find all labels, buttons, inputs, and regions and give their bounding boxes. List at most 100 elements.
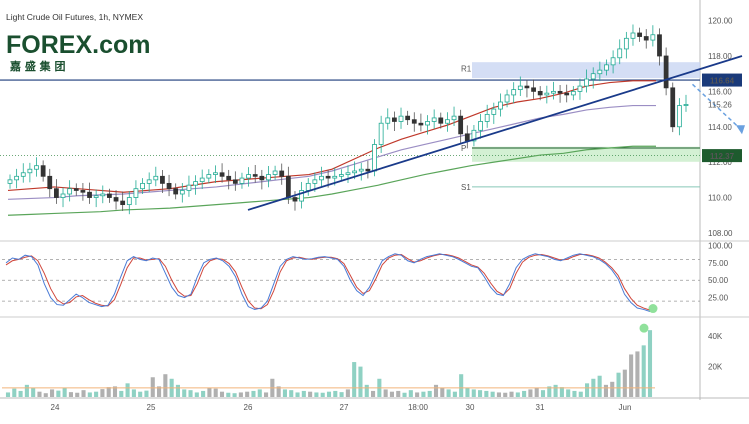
time-tick-label: Jun — [619, 403, 632, 412]
candle-body — [411, 119, 417, 124]
candle-body — [537, 90, 543, 96]
volume-bar — [87, 392, 92, 397]
volume-bar — [629, 354, 634, 397]
candle-body — [319, 175, 324, 181]
candle-body — [47, 175, 53, 190]
volume-bar — [528, 389, 533, 397]
candle-body — [630, 32, 636, 39]
volume-bar — [345, 389, 350, 397]
candle-body — [392, 117, 397, 122]
volume-bar — [339, 392, 344, 397]
volume-bar — [402, 392, 407, 397]
candle-body — [40, 165, 46, 177]
candle-body — [332, 175, 338, 179]
candle-body — [133, 188, 139, 198]
candle-body — [173, 188, 179, 195]
candle-body — [398, 115, 404, 122]
volume-bar — [559, 387, 564, 397]
stochastic-layer — [5, 253, 658, 314]
candle-body — [670, 87, 676, 128]
volume-bar — [308, 391, 313, 397]
candle-body — [372, 144, 377, 172]
volume-bar — [106, 387, 111, 397]
candle-body — [292, 197, 298, 202]
volume-bar — [471, 389, 476, 397]
candle-body — [498, 101, 503, 110]
volume-bar — [358, 366, 363, 397]
price-tick-label: 116.00 — [708, 87, 732, 96]
volume-bar — [182, 389, 187, 397]
candle-body — [126, 197, 132, 206]
candle-body — [491, 108, 497, 115]
volume-bar — [5, 392, 11, 397]
volume-bar — [326, 391, 332, 397]
candle-body — [206, 174, 212, 179]
candle-body — [597, 69, 603, 75]
support-badge-bg — [702, 149, 742, 163]
candle-body — [557, 90, 563, 94]
volume-bar — [515, 392, 520, 397]
candle-body — [146, 179, 152, 184]
candle-body — [93, 195, 99, 198]
forex-logo: FOREX.com 嘉 盛 集 团 — [6, 31, 150, 73]
candles-layer — [7, 24, 689, 215]
stoch-d-line — [5, 253, 651, 311]
volume-bar — [597, 375, 602, 397]
volume-bar — [289, 390, 294, 397]
volume-bar — [534, 387, 539, 397]
volume-bar — [503, 392, 508, 397]
candle-body — [358, 168, 364, 172]
candle-body — [544, 92, 550, 96]
candle-body — [365, 168, 371, 172]
candle-body — [299, 190, 304, 202]
resistance-badge: 116.64 — [710, 77, 735, 86]
candle-body — [14, 175, 20, 181]
volume-bar — [440, 387, 445, 397]
volume-bar — [144, 390, 149, 397]
candle-body — [431, 117, 437, 122]
candle-body — [478, 121, 483, 131]
candle-body — [610, 57, 616, 66]
candle-body — [7, 179, 13, 184]
candle-body — [445, 119, 450, 124]
volume-bar — [150, 377, 155, 397]
volume-bar — [415, 392, 420, 397]
volume-bar — [314, 392, 319, 397]
stoch-oversold-marker — [648, 304, 658, 314]
candle-body — [438, 117, 444, 124]
price-tick-label: 118.00 — [708, 52, 732, 61]
volume-bar — [276, 386, 281, 397]
candle-body — [232, 179, 238, 184]
candle-body — [623, 37, 629, 50]
candle-body — [252, 174, 258, 177]
volume-bar — [320, 392, 325, 397]
volume-bar — [138, 391, 143, 397]
candle-body — [305, 182, 311, 191]
volume-bar — [213, 388, 218, 397]
candle-body — [352, 170, 358, 174]
price-badges-layer: 116.64 112.37 115.26 — [702, 73, 742, 163]
ma-green-line — [7, 145, 656, 216]
candle-body — [27, 168, 33, 174]
volume-bar — [553, 384, 558, 397]
candle-body — [511, 89, 517, 96]
volume-bar — [371, 390, 376, 397]
candle-body — [179, 190, 185, 195]
volume-bar — [238, 392, 243, 397]
candle-body — [266, 174, 271, 181]
volume-bar — [408, 390, 413, 397]
volume-bar — [540, 390, 546, 397]
volume-bar — [94, 391, 99, 397]
volume-bar — [522, 390, 527, 397]
projection-arrowhead — [736, 125, 745, 135]
candle-body — [259, 175, 265, 181]
candle-body — [551, 90, 556, 94]
volume-bar — [566, 389, 571, 397]
candle-body — [213, 172, 218, 175]
volume-bar — [257, 389, 262, 397]
volume-bar — [100, 389, 105, 397]
candle-body — [643, 36, 649, 41]
volume-bar — [175, 384, 180, 397]
volume-bar — [446, 389, 451, 397]
price-tick-label: 120.00 — [708, 17, 733, 26]
